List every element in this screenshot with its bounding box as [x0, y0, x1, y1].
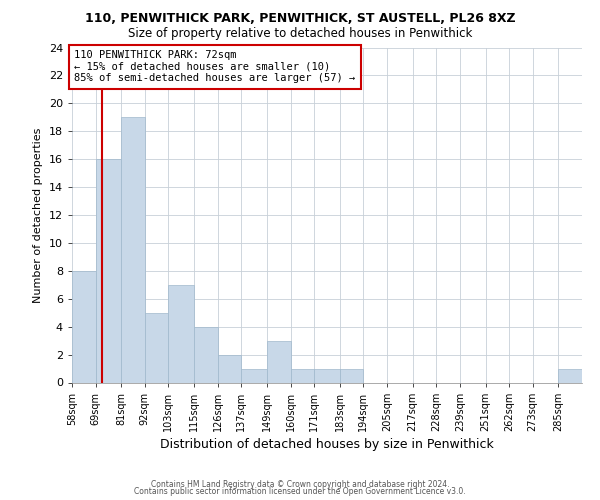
Bar	[267, 340, 290, 382]
Text: Contains public sector information licensed under the Open Government Licence v3: Contains public sector information licen…	[134, 487, 466, 496]
Bar	[72, 271, 95, 382]
X-axis label: Distribution of detached houses by size in Penwithick: Distribution of detached houses by size …	[160, 438, 494, 451]
Text: Size of property relative to detached houses in Penwithick: Size of property relative to detached ho…	[128, 28, 472, 40]
Bar	[145, 312, 169, 382]
Bar	[559, 368, 582, 382]
Text: Contains HM Land Registry data © Crown copyright and database right 2024.: Contains HM Land Registry data © Crown c…	[151, 480, 449, 489]
Text: 110 PENWITHICK PARK: 72sqm
← 15% of detached houses are smaller (10)
85% of semi: 110 PENWITHICK PARK: 72sqm ← 15% of deta…	[74, 50, 355, 84]
Y-axis label: Number of detached properties: Number of detached properties	[33, 128, 43, 302]
Bar	[340, 368, 364, 382]
Bar	[241, 368, 267, 382]
Bar	[218, 354, 241, 382]
Bar	[169, 285, 194, 382]
Bar	[194, 326, 218, 382]
Bar	[290, 368, 314, 382]
Bar	[121, 118, 145, 382]
Bar	[95, 159, 121, 382]
Text: 110, PENWITHICK PARK, PENWITHICK, ST AUSTELL, PL26 8XZ: 110, PENWITHICK PARK, PENWITHICK, ST AUS…	[85, 12, 515, 26]
Bar	[314, 368, 340, 382]
